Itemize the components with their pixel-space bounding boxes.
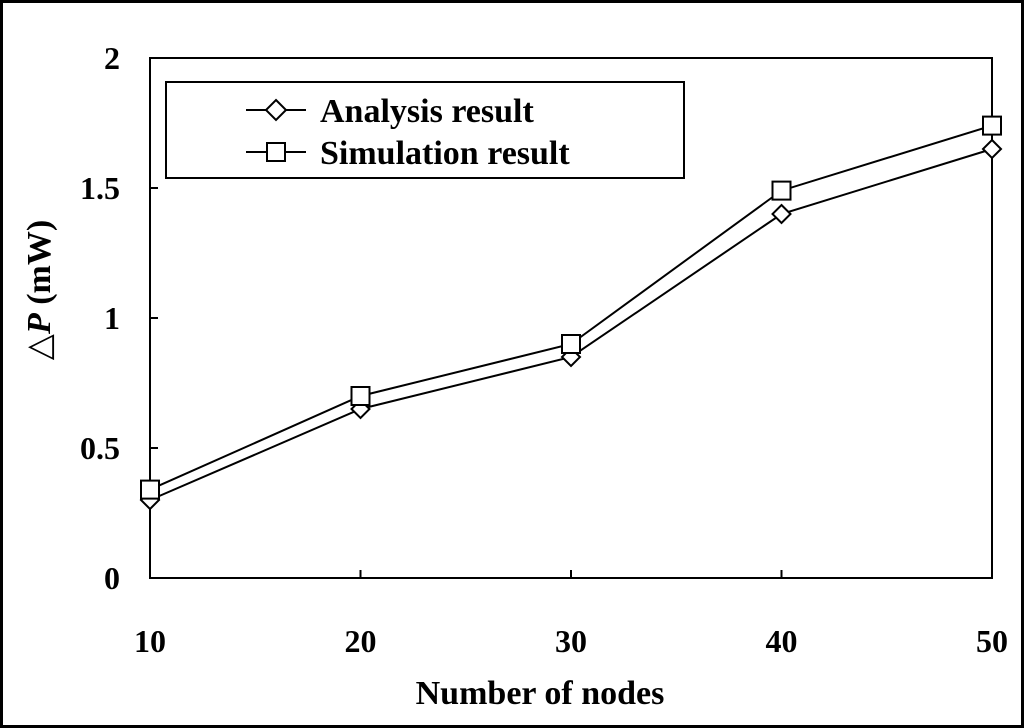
y-axis-title-unit: (mW): [21, 220, 58, 313]
y-tick-label: 1.5: [80, 170, 120, 206]
axis-ticks: 0 0.5 1 1.5 2 10 20 30 40 50: [80, 40, 1008, 659]
y-axis-title: △P (mW): [21, 220, 58, 360]
y-tick-label: 1: [104, 300, 120, 336]
x-tick-label: 10: [134, 623, 166, 659]
x-tick-label: 30: [555, 623, 587, 659]
simulation-result-square-point: [982, 115, 1002, 136]
analysis-result-diamond-point: [981, 138, 1003, 160]
legend-label-simulation: Simulation result: [320, 135, 570, 172]
x-axis-title: Number of nodes: [416, 675, 665, 712]
simulation-result-square-point: [771, 180, 792, 201]
y-axis-title-variable: P: [21, 313, 58, 335]
y-tick-label: 0: [104, 560, 120, 596]
simulation-result-square-point: [350, 386, 371, 406]
legend-diamond-marker: [264, 98, 288, 122]
y-tick-label: 0.5: [80, 430, 120, 466]
series-layer: [139, 115, 1003, 511]
legend-box: [165, 81, 685, 179]
analysis-result-diamond-point: [771, 203, 792, 225]
x-tick-label: 50: [976, 623, 1008, 659]
legend: Analysis result Simulation result: [165, 81, 685, 179]
legend-label-analysis: Analysis result: [320, 93, 534, 130]
simulation-result-square-point: [140, 479, 160, 500]
x-tick-label: 20: [345, 623, 377, 659]
y-axis-title-symbol: △: [21, 333, 58, 360]
x-tick-label: 40: [766, 623, 798, 659]
legend-square-marker: [266, 142, 286, 162]
y-tick-label: 2: [104, 40, 120, 76]
simulation-result-square-point: [561, 334, 581, 354]
